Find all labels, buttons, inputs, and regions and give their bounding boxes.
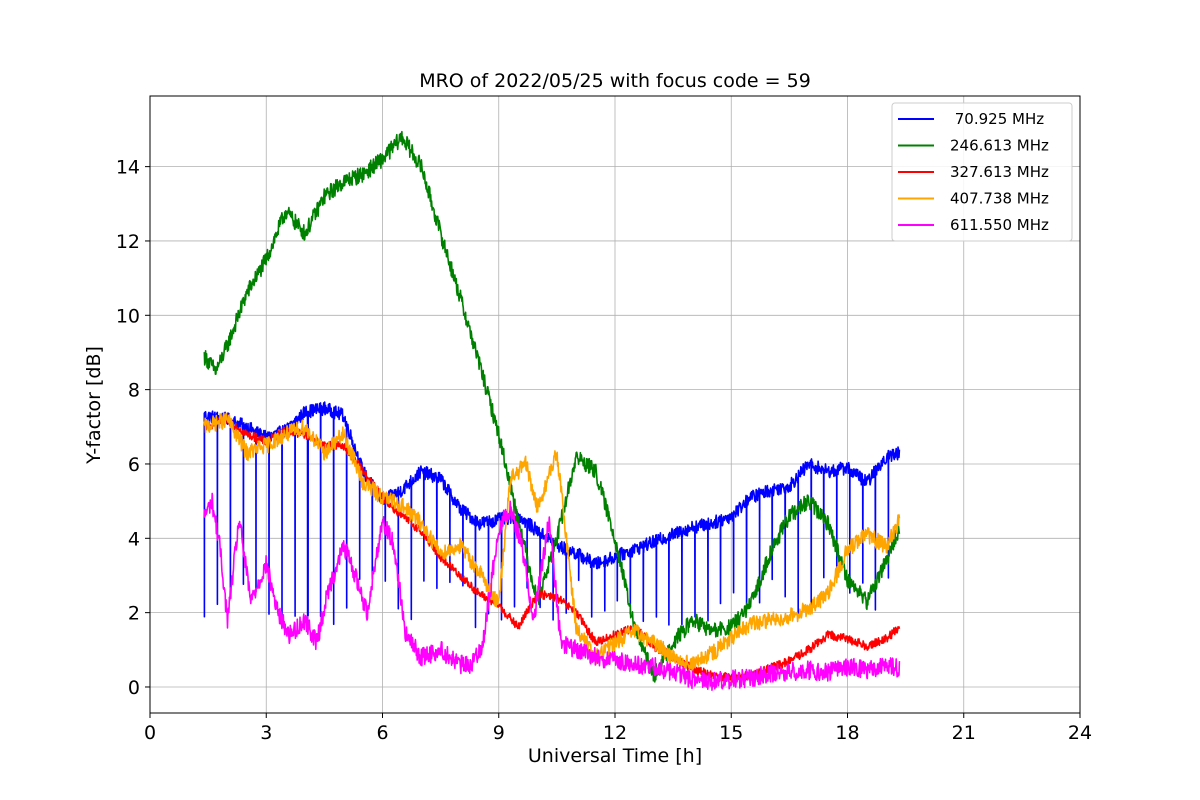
series-line [203, 412, 901, 672]
y-tick-label: 8 [128, 380, 140, 402]
y-tick-label: 12 [116, 231, 140, 253]
x-tick-label: 6 [376, 722, 388, 744]
series-line [203, 130, 901, 683]
y-tick-label: 4 [128, 528, 140, 550]
x-axis-label: Universal Time [h] [528, 745, 702, 767]
series-lines [203, 130, 901, 691]
legend-label: 611.550 MHz [950, 216, 1049, 234]
y-tick-label: 10 [116, 305, 140, 327]
y-axis-ticks: 0 2 4 6 8 10 12 14 [116, 157, 150, 699]
y-axis-label: Y-factor [dB] [83, 346, 105, 465]
y-tick-label: 14 [116, 157, 140, 179]
legend-label: 327.613 MHz [950, 163, 1049, 181]
series-line [203, 492, 901, 691]
y-tick-label: 6 [128, 454, 140, 476]
x-tick-label: 9 [493, 722, 505, 744]
legend-label: 246.613 MHz [950, 137, 1049, 155]
y-tick-label: 0 [128, 677, 140, 699]
legend-box [891, 102, 1073, 242]
x-tick-label: 24 [1068, 722, 1092, 744]
x-tick-label: 0 [144, 722, 156, 744]
legend-label: 70.925 MHz [950, 110, 1044, 128]
x-axis-ticks: 0 3 6 9 12 15 18 21 24 [144, 713, 1092, 744]
y-tick-label: 2 [128, 603, 140, 625]
x-tick-label: 18 [835, 722, 859, 744]
x-tick-label: 3 [260, 722, 272, 744]
x-tick-label: 12 [603, 722, 627, 744]
legend: 70.925 MHz 246.613 MHz 327.613 MHz 407.738 … [891, 102, 1073, 242]
legend-label: 407.738 MHz [950, 190, 1049, 208]
x-tick-label: 21 [952, 722, 976, 744]
chart-title: MRO of 2022/05/25 with focus code = 59 [419, 70, 811, 92]
x-tick-label: 15 [719, 722, 743, 744]
